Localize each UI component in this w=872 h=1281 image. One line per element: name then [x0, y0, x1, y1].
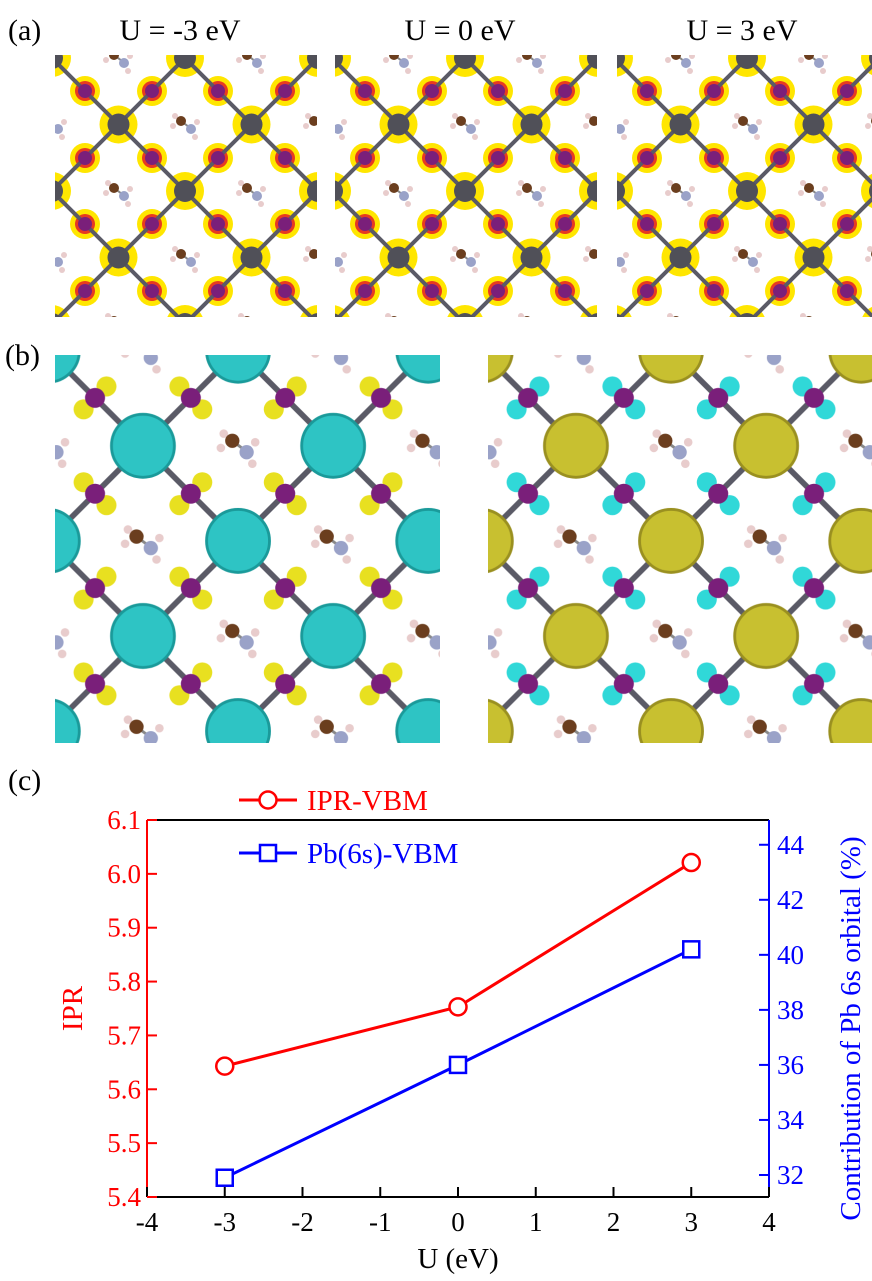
- x-tick-label: 2: [607, 1207, 621, 1237]
- legend-label: Pb(6s)-VBM: [307, 838, 458, 870]
- data-point: [450, 1057, 466, 1073]
- y-tick-label: 5.4: [107, 1182, 141, 1212]
- x-tick-label: 1: [529, 1207, 543, 1237]
- y-tick-label: 6.1: [107, 805, 141, 835]
- panel-title: U = 0 eV: [404, 14, 515, 47]
- orbital-image: [55, 355, 440, 743]
- y2-tick-label: 40: [777, 940, 804, 970]
- y-tick-label: 5.8: [107, 967, 141, 997]
- legend-marker: [260, 845, 276, 861]
- y2-tick-label: 42: [777, 885, 804, 915]
- panel-title: U = 3 eV: [686, 14, 797, 47]
- y-tick-label: 5.7: [107, 1020, 141, 1050]
- x-tick-label: 0: [451, 1207, 465, 1237]
- x-axis-label: U (eV): [417, 1243, 498, 1275]
- panel-label: (c): [8, 764, 41, 797]
- y-tick-label: 5.6: [107, 1074, 141, 1104]
- y2-tick-label: 36: [777, 1050, 804, 1080]
- panel-title: U = -3 eV: [119, 14, 240, 47]
- y2-tick-label: 32: [777, 1160, 804, 1190]
- x-tick-label: 3: [685, 1207, 699, 1237]
- data-point: [450, 998, 467, 1015]
- figure: (a) U = -3 eV U = 0 eV U = 3 eV (b) (c) -…: [0, 0, 872, 1276]
- legend-label: IPR-VBM: [307, 785, 428, 817]
- x-tick-label: -2: [291, 1207, 314, 1237]
- data-point: [216, 1058, 233, 1075]
- x-tick-label: -3: [214, 1207, 237, 1237]
- data-point: [217, 1170, 233, 1186]
- x-tick-label: -1: [369, 1207, 392, 1237]
- y2-tick-label: 38: [777, 995, 804, 1025]
- y-axis-label: IPR: [57, 985, 89, 1031]
- orbital-image: [488, 355, 872, 743]
- y2-tick-label: 44: [777, 830, 805, 860]
- y2-axis-label: Contribution of Pb 6s orbital (%): [835, 836, 867, 1220]
- panel-label: (b): [5, 339, 40, 372]
- panel-label: (a): [8, 14, 41, 47]
- y-tick-label: 6.0: [107, 859, 141, 889]
- y2-tick-label: 34: [777, 1105, 805, 1135]
- data-point: [683, 854, 700, 871]
- charge-density-image: [55, 55, 317, 317]
- x-tick-label: 4: [762, 1207, 776, 1237]
- charge-density-image: [617, 55, 872, 317]
- series-line: [225, 863, 692, 1067]
- legend-marker: [260, 792, 277, 809]
- charge-density-image: [335, 55, 597, 317]
- y-tick-label: 5.5: [107, 1128, 141, 1158]
- y-tick-label: 5.9: [107, 913, 141, 943]
- data-point: [683, 941, 699, 957]
